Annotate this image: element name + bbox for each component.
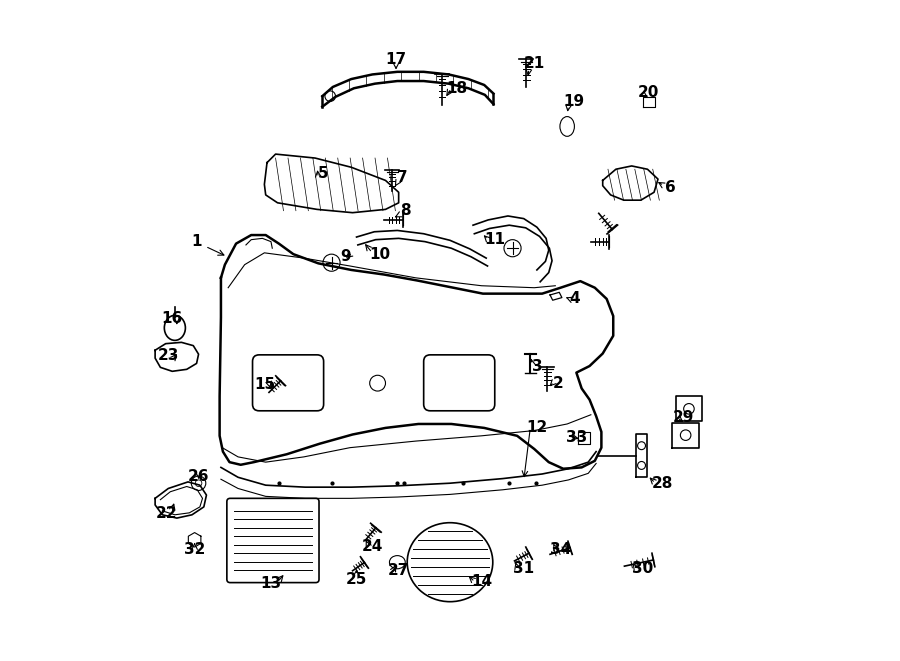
Text: 18: 18	[446, 81, 467, 96]
Text: 28: 28	[652, 476, 672, 490]
Text: 25: 25	[346, 572, 367, 587]
Text: 11: 11	[484, 232, 505, 247]
Text: 24: 24	[362, 539, 383, 554]
Text: 20: 20	[638, 85, 660, 100]
Text: 34: 34	[550, 541, 572, 557]
Text: 23: 23	[158, 348, 179, 363]
Text: 19: 19	[563, 94, 584, 109]
Text: 9: 9	[341, 249, 351, 264]
Text: 29: 29	[673, 410, 695, 425]
Text: 22: 22	[157, 506, 177, 521]
Text: 14: 14	[471, 574, 492, 590]
Text: 15: 15	[254, 377, 274, 392]
Text: 17: 17	[385, 52, 407, 67]
Text: 27: 27	[388, 563, 410, 578]
Text: 26: 26	[188, 469, 210, 484]
Text: 4: 4	[570, 292, 580, 307]
Text: 10: 10	[369, 247, 390, 262]
Text: 8: 8	[400, 203, 410, 218]
Text: 21: 21	[524, 56, 544, 71]
Text: 32: 32	[184, 541, 205, 557]
Text: 31: 31	[513, 561, 535, 576]
Text: 12: 12	[526, 420, 547, 436]
Text: 33: 33	[566, 430, 587, 445]
Text: 30: 30	[632, 561, 652, 576]
Text: 16: 16	[162, 311, 183, 326]
Text: 1: 1	[192, 234, 202, 249]
Text: 5: 5	[319, 167, 328, 181]
Text: 7: 7	[397, 171, 408, 185]
Text: 6: 6	[665, 180, 676, 194]
Text: 3: 3	[532, 359, 542, 374]
Text: 13: 13	[260, 576, 282, 592]
Text: 2: 2	[554, 375, 564, 391]
